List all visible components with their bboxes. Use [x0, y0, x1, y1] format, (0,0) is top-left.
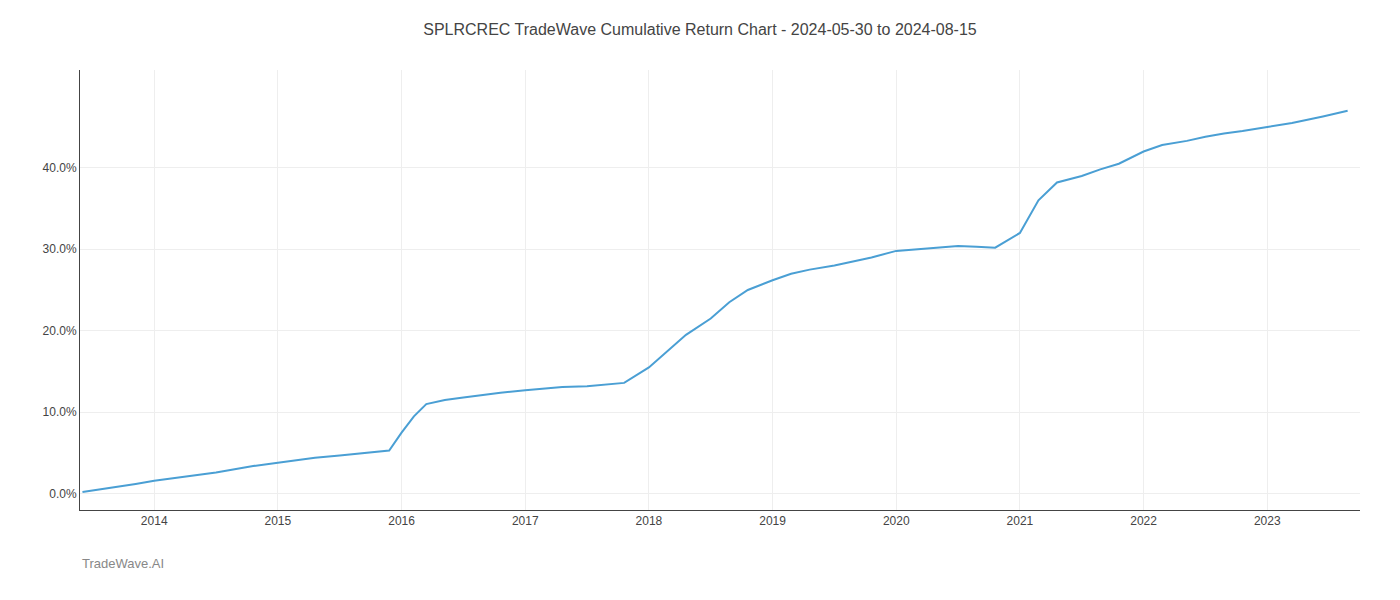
- svg-text:2020: 2020: [883, 514, 910, 528]
- svg-text:2019: 2019: [759, 514, 786, 528]
- svg-text:2022: 2022: [1130, 514, 1157, 528]
- svg-text:2017: 2017: [512, 514, 539, 528]
- svg-text:2016: 2016: [388, 514, 415, 528]
- svg-text:TradeWave.AI: TradeWave.AI: [82, 556, 164, 571]
- svg-text:2018: 2018: [636, 514, 663, 528]
- svg-text:30.0%: 30.0%: [43, 242, 77, 256]
- svg-text:0.0%: 0.0%: [49, 487, 77, 501]
- svg-text:20.0%: 20.0%: [43, 324, 77, 338]
- svg-text:2023: 2023: [1254, 514, 1281, 528]
- svg-text:2021: 2021: [1007, 514, 1034, 528]
- svg-text:2015: 2015: [265, 514, 292, 528]
- svg-text:SPLRCREC TradeWave Cumulative: SPLRCREC TradeWave Cumulative Return Cha…: [423, 21, 977, 38]
- svg-text:2014: 2014: [141, 514, 168, 528]
- svg-text:10.0%: 10.0%: [43, 405, 77, 419]
- svg-text:40.0%: 40.0%: [43, 161, 77, 175]
